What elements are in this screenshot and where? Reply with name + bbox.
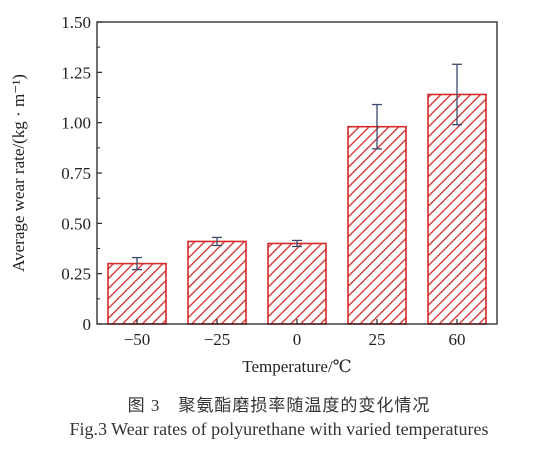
x-tick-label-1: −25 [204,330,231,349]
y-tick-label-0: 0 [83,315,92,334]
y-tick-label-3: 0.75 [61,164,91,183]
x-tick-label-4: 60 [449,330,466,349]
x-tick-label-2: 0 [293,330,302,349]
error-bar-4 [452,63,462,126]
y-axis-label: Average wear rate/(kg · m⁻¹) [9,74,28,272]
x-axis-label: Temperature/℃ [242,357,351,376]
figure-caption-english: Fig.3 Wear rates of polyurethane with va… [69,419,489,439]
y-tick-label-4: 1.00 [61,114,91,133]
y-tick-label-6: 1.50 [61,13,91,32]
y-tick-label-2: 0.50 [61,214,91,233]
x-tick-label-0: −50 [124,330,151,349]
error-bar-0 [132,256,142,271]
bar-4 [427,93,487,325]
error-bar-2 [292,239,302,248]
y-tick-label-1: 0.25 [61,265,91,284]
y-tick-label-5: 1.25 [61,63,91,82]
bar-0 [107,262,167,325]
figure-caption-chinese: 图 3 聚氨酯磨损率随温度的变化情况 [127,396,431,415]
error-bar-1 [212,236,222,247]
x-tick-label-3: 25 [369,330,386,349]
error-bar-3 [372,103,382,150]
bar-3 [347,125,407,325]
bar-1 [187,240,247,325]
bar-2 [267,242,327,325]
